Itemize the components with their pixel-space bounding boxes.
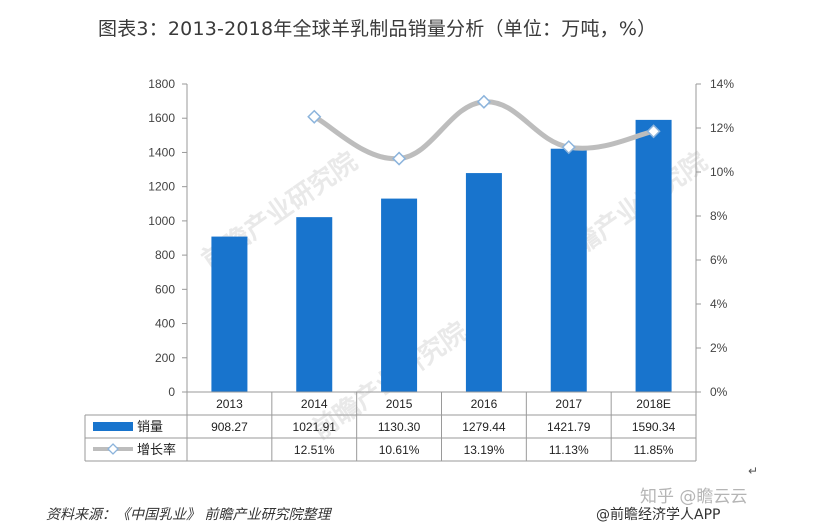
bar-2013 [211,236,248,392]
y-left-tick-label: 400 [155,317,175,331]
rate-value-cell: 12.51% [294,443,335,457]
y-left-tick-label: 800 [155,248,175,262]
source-note: 资料来源：《中国乳业》 前瞻产业研究院整理 [46,507,331,523]
growth-rate-line [311,99,657,162]
rate-value-cell: 10.61% [379,443,420,457]
legend-line-label: 增长率 [137,442,176,458]
y-left-tick-label: 1600 [148,111,175,125]
x-tick-label: 2013 [216,397,243,411]
rate-value-cell: 11.13% [549,443,589,457]
bar-2016 [465,173,502,392]
legend-line-marker [107,443,119,455]
y-right-tick-label: 4% [710,297,728,311]
bar-2017 [550,148,587,392]
x-tick-label: 2016 [471,397,498,411]
x-tick-label: 2015 [386,397,413,411]
growth-rate-point-2015 [392,151,407,166]
growth-rate-point-2017 [561,140,576,155]
x-tick-label: 2014 [301,397,328,411]
bar-series [211,119,672,392]
bar-2018E [635,119,672,392]
rate-value-cell: 13.19% [464,443,505,457]
return-icon: ↵ [748,464,759,478]
x-tick-label: 2018E [636,397,671,411]
line-series [307,94,661,166]
y-left-tick-label: 1400 [148,145,175,159]
bar-value-cell: 1590.34 [632,420,676,434]
y-left-tick-label: 1800 [148,77,175,91]
y-right-tick-label: 0% [710,385,728,399]
y-right-tick-label: 10% [710,165,734,179]
y-right-tick-label: 6% [710,253,728,267]
bar-value-cell: 908.27 [211,420,248,434]
brand-credit: @前瞻经济学人APP [596,507,721,523]
growth-rate-point-2014 [307,109,322,124]
bar-2014 [296,217,333,392]
bar-2015 [381,198,418,392]
y-left-tick-label: 0 [168,385,175,399]
x-tick-label: 2017 [555,397,582,411]
zhihu-watermark: 知乎 @瞻云云 [640,487,748,507]
y-right-tick-label: 12% [710,121,734,135]
y-left-tick-label: 200 [155,351,175,365]
growth-rate-point-2018E [646,124,661,139]
rate-value-cell: 11.85% [634,443,674,457]
bar-value-cell: 1130.30 [378,420,421,434]
y-left-tick-label: 1200 [148,180,175,194]
y-right-tick-label: 14% [710,77,734,91]
chart-title: 图表3：2013-2018年全球羊乳制品销量分析（单位：万吨，%） [98,18,657,40]
bar-value-cell: 1021.91 [293,420,337,434]
y-left-tick-label: 1000 [148,214,175,228]
bar-value-cell: 1279.44 [462,420,506,434]
y-right-tick-label: 2% [710,341,728,355]
bar-value-cell: 1421.79 [547,420,591,434]
legend-bar-label: 销量 [137,420,163,435]
y-right-tick-label: 8% [710,209,728,223]
growth-rate-point-2016 [476,94,491,109]
legend-bar-swatch [93,422,133,431]
y-left-tick-label: 600 [155,282,175,296]
axes: 0 200 400 600 800 1000 1200 1400 1600 1800 0% 2% 4% 6… [148,77,734,399]
